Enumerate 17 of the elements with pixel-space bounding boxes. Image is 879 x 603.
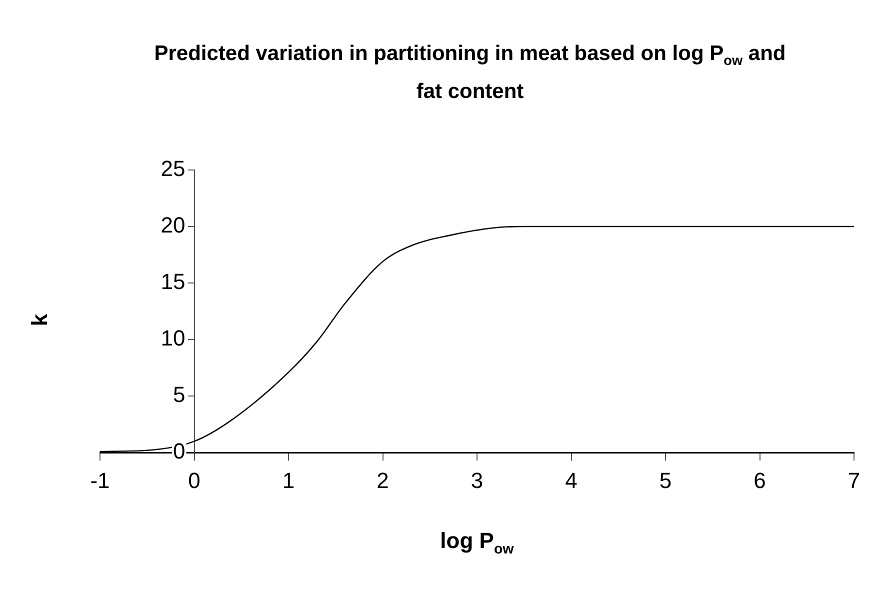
y-tick-label: 10 [160, 326, 186, 351]
y-tick-label: 20 [160, 212, 186, 238]
y-tick-label: 5 [173, 382, 186, 408]
y-axis-title: k [27, 314, 53, 326]
x-tick-label: 7 [848, 468, 860, 493]
x-tick-label: 4 [565, 468, 578, 493]
x-tick-label: 6 [754, 468, 766, 493]
y-tick-label: 25 [160, 156, 186, 182]
x-tick-label: 5 [659, 468, 672, 493]
x-tick-label: 2 [376, 468, 389, 493]
y-tick-label: 0 [173, 438, 186, 464]
x-tick-label: -1 [90, 468, 110, 493]
x-tick-label: 1 [282, 468, 295, 493]
x-axis-title: log P$_{ow}$ [439, 528, 515, 558]
chart-title: Predicted variation in partitioning in meat based on log P$_{ow}$ and fat content [154, 42, 786, 104]
x-tick-label: 3 [470, 468, 484, 493]
y-tick-label: 15 [160, 269, 186, 294]
